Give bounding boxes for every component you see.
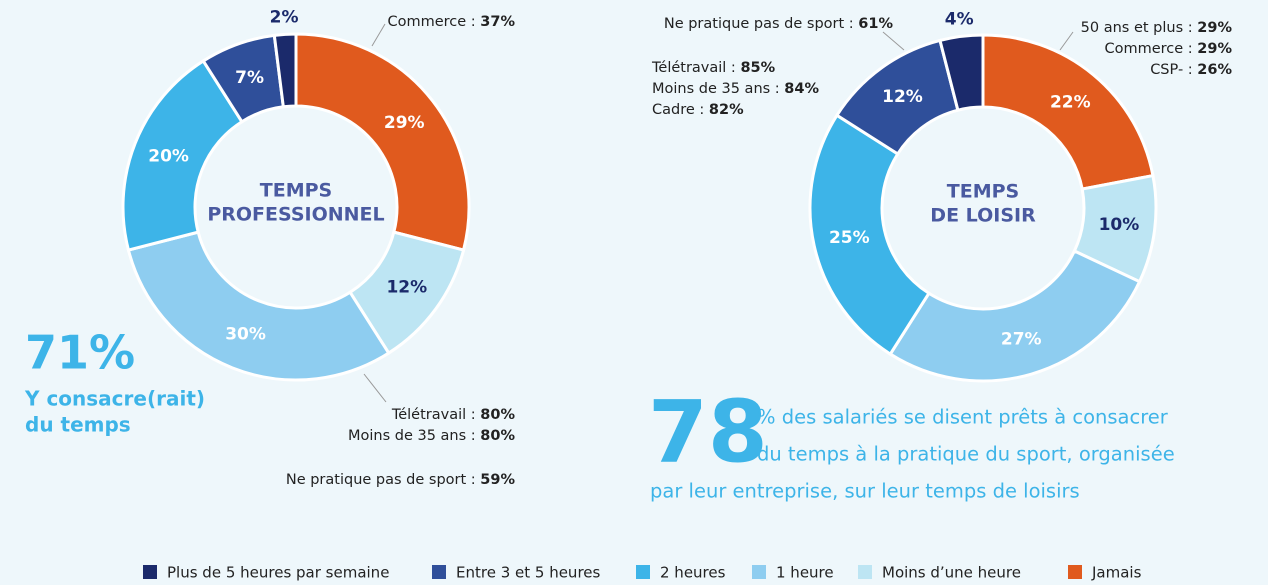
callout-label: Moins de 35 ans : — [348, 428, 480, 444]
legend-swatch — [143, 565, 157, 579]
donut-segment — [888, 249, 1142, 383]
legend-label: Jamais — [1091, 564, 1142, 582]
highlight-value: 71% — [25, 326, 135, 380]
donut-segment — [938, 33, 985, 112]
callout-value: 37% — [480, 14, 515, 30]
callout: Moins de 35 ans : 84% — [652, 81, 819, 97]
legend-label: 2 heures — [660, 564, 726, 582]
legend-swatch — [636, 565, 650, 579]
legend-label: Entre 3 et 5 heures — [456, 564, 601, 582]
highlight-text: du temps à la pratique du sport, organis… — [757, 443, 1175, 466]
value-label: 7% — [235, 68, 264, 88]
callout-label: Ne pratique pas de sport : — [664, 16, 858, 32]
callout-value: 80% — [480, 428, 515, 444]
callout-value: 85% — [740, 60, 775, 76]
value-label: 25% — [829, 228, 870, 248]
legend-swatch — [1068, 565, 1082, 579]
callout-value: 82% — [709, 102, 744, 118]
value-label: 2% — [270, 7, 299, 27]
callout: CSP- : 26% — [1150, 62, 1232, 78]
donut-segment — [808, 113, 931, 357]
callout: Ne pratique pas de sport : 61% — [664, 16, 894, 32]
highlight-text: Y consacre(rait) — [24, 387, 205, 411]
callout: Moins de 35 ans : 80% — [348, 428, 515, 444]
callout: Commerce : 29% — [1104, 41, 1232, 57]
donut-segment — [272, 32, 298, 109]
callout-label: Ne pratique pas de sport : — [286, 472, 480, 488]
callout-value: 84% — [784, 81, 819, 97]
callout-label: Télétravail : — [651, 60, 740, 76]
callout-value: 59% — [480, 472, 515, 488]
callout-label: 50 ans et plus : — [1081, 20, 1198, 36]
leader-line — [371, 23, 386, 47]
donut-segment — [294, 32, 471, 252]
leader-line — [1059, 31, 1074, 51]
legend-swatch — [858, 565, 872, 579]
legend-label: 1 heure — [776, 564, 834, 582]
callout-label: Commerce : — [1104, 41, 1197, 57]
callout-value: 80% — [480, 407, 515, 423]
leader-line — [882, 31, 905, 51]
highlight-text: % des salariés se disent prêts à consacr… — [757, 406, 1169, 429]
value-label: 29% — [384, 113, 425, 133]
highlight-value: 78 — [648, 382, 768, 482]
legend-swatch — [752, 565, 766, 579]
callout: Télétravail : 85% — [651, 60, 776, 76]
donut-segment — [126, 230, 391, 382]
center-title: DE LOISIR — [930, 205, 1036, 227]
callout-label: Cadre : — [652, 102, 709, 118]
value-label: 12% — [882, 87, 923, 107]
callout-label: Moins de 35 ans : — [652, 81, 784, 97]
donut-segment — [981, 33, 1155, 191]
value-label: 22% — [1050, 92, 1091, 112]
center-title: PROFESSIONNEL — [207, 204, 384, 226]
value-label: 12% — [386, 278, 427, 298]
callout-value: 29% — [1197, 20, 1232, 36]
callout: Cadre : 82% — [652, 102, 744, 118]
callout-label: Télétravail : — [391, 407, 480, 423]
legend-label: Moins d’une heure — [882, 564, 1021, 582]
value-label: 20% — [148, 147, 189, 167]
callout-value: 26% — [1197, 62, 1232, 78]
value-label: 30% — [225, 324, 266, 344]
callout-value: 29% — [1197, 41, 1232, 57]
callout-label: CSP- : — [1150, 62, 1197, 78]
callout: Télétravail : 80% — [391, 407, 516, 423]
highlight-text: du temps — [25, 413, 131, 437]
center-title: TEMPS — [260, 180, 332, 202]
value-label: 10% — [1099, 215, 1140, 235]
callout: Commerce : 37% — [387, 14, 515, 30]
callout-value: 61% — [858, 16, 893, 32]
legend-label: Plus de 5 heures par semaine — [167, 564, 389, 582]
callout: Ne pratique pas de sport : 59% — [286, 472, 516, 488]
callout-label: Commerce : — [387, 14, 480, 30]
leader-line — [363, 373, 387, 403]
highlight-text: par leur entreprise, sur leur temps de l… — [650, 480, 1080, 503]
center-title: TEMPS — [947, 181, 1019, 203]
value-label: 27% — [1001, 330, 1042, 350]
legend-swatch — [432, 565, 446, 579]
callout: 50 ans et plus : 29% — [1081, 20, 1233, 36]
value-label: 4% — [945, 9, 974, 29]
